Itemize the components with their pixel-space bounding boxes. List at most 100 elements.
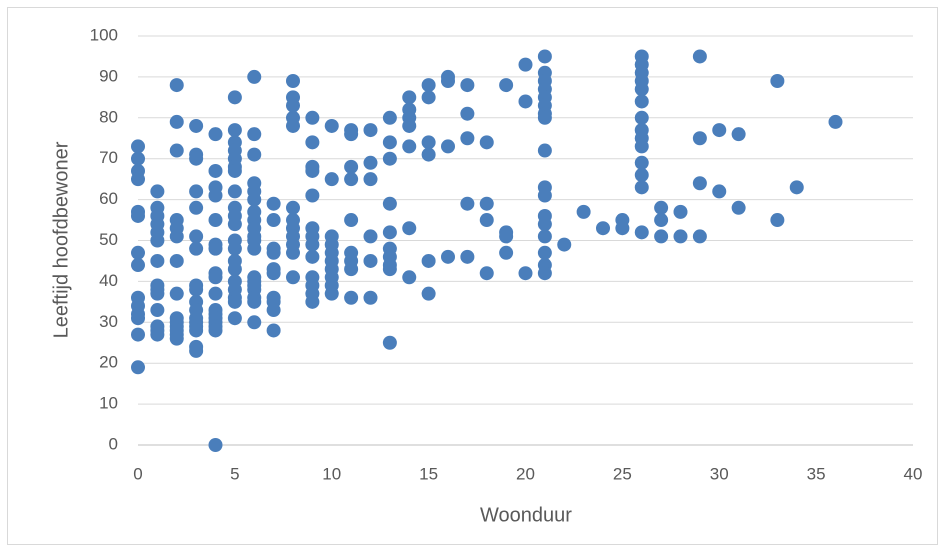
point: [227, 163, 242, 178]
chart-border: [7, 7, 938, 545]
point: [518, 94, 533, 109]
point: [382, 110, 397, 125]
point: [324, 118, 339, 133]
point: [189, 200, 204, 215]
point: [169, 229, 184, 244]
point: [227, 241, 242, 256]
point: [789, 180, 804, 195]
point: [150, 286, 165, 301]
point: [382, 151, 397, 166]
point: [247, 315, 262, 330]
point: [363, 123, 378, 138]
point: [673, 229, 688, 244]
point: [596, 221, 610, 236]
point: [169, 143, 184, 158]
point: [247, 127, 262, 142]
point: [363, 290, 378, 305]
point: [518, 266, 533, 281]
point: [344, 159, 359, 174]
y-tick-label: 30: [99, 312, 118, 331]
point: [305, 237, 320, 252]
y-tick-label: 40: [99, 271, 118, 290]
point: [247, 147, 262, 162]
x-tick-label: 0: [133, 464, 142, 483]
point: [169, 114, 184, 129]
x-tick-label: 35: [807, 464, 826, 483]
point: [227, 217, 242, 232]
point: [634, 82, 649, 97]
point: [227, 262, 242, 277]
point: [169, 331, 184, 346]
point: [518, 57, 533, 72]
point: [441, 139, 455, 154]
point: [421, 253, 436, 268]
point: [208, 213, 223, 228]
point: [692, 229, 707, 244]
point: [634, 168, 649, 183]
point: [131, 208, 145, 223]
point: [169, 253, 184, 268]
point: [227, 123, 242, 138]
point: [537, 188, 552, 203]
x-tick-label: 30: [710, 464, 729, 483]
point: [460, 106, 475, 121]
point: [382, 335, 397, 350]
point: [208, 127, 223, 142]
point: [402, 221, 417, 236]
point: [227, 294, 242, 309]
point: [363, 253, 378, 268]
y-tick-label: 10: [99, 394, 118, 413]
point: [131, 172, 145, 187]
point: [131, 327, 145, 342]
point: [557, 237, 572, 252]
point: [634, 139, 649, 154]
point: [266, 323, 281, 338]
point: [673, 204, 688, 219]
point: [382, 135, 397, 150]
point: [441, 73, 455, 88]
point: [770, 213, 785, 228]
point: [286, 200, 300, 215]
point: [421, 90, 436, 105]
point: [441, 249, 455, 264]
point: [305, 110, 320, 125]
point: [537, 266, 552, 281]
point: [692, 176, 707, 191]
point: [479, 213, 494, 228]
point: [576, 204, 591, 219]
point: [731, 200, 746, 215]
point: [305, 163, 320, 178]
point: [286, 270, 300, 285]
x-tick-label: 15: [419, 464, 438, 483]
point: [344, 213, 359, 228]
point: [227, 90, 242, 105]
x-tick-label: 10: [322, 464, 341, 483]
point: [363, 172, 378, 187]
x-tick-label: 20: [516, 464, 535, 483]
point: [266, 266, 281, 281]
point: [460, 131, 475, 146]
point: [460, 249, 475, 264]
y-axis-title: Leeftijd hoofdbewoner: [50, 141, 72, 338]
point: [189, 184, 204, 199]
point: [286, 245, 300, 260]
point: [654, 213, 669, 228]
point: [654, 229, 669, 244]
point: [286, 73, 300, 88]
point: [537, 110, 552, 125]
x-tick-label: 40: [904, 464, 923, 483]
x-tick-label: 25: [613, 464, 632, 483]
point: [150, 184, 165, 199]
point: [363, 155, 378, 170]
point: [479, 266, 494, 281]
point: [479, 196, 494, 211]
point: [286, 118, 300, 133]
point: [131, 360, 145, 375]
point: [499, 245, 514, 260]
point: [131, 245, 145, 260]
point: [189, 229, 204, 244]
y-tick-label: 90: [99, 66, 118, 85]
y-tick-label: 60: [99, 189, 118, 208]
